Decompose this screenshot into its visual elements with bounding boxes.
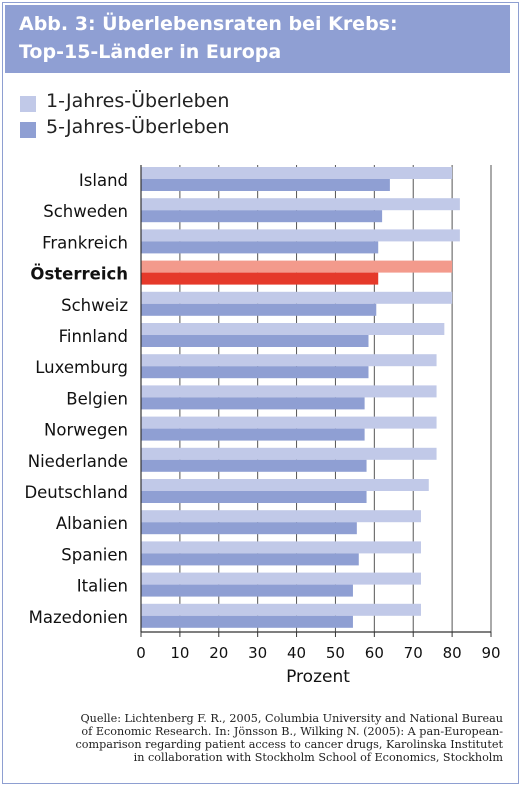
category-label: Schweden [43,202,128,221]
bar-1-year [141,385,437,398]
legend-swatch-1-year [20,96,36,112]
bar-1-year [141,572,421,585]
bar-5-year [141,366,369,379]
bar-5-year [141,428,365,441]
legend-label-1-year: 1-Jahres-Überleben [46,90,230,112]
bar-1-year [141,479,429,491]
source-line-4: in collaboration with Stockholm School o… [133,751,503,764]
bar-1-year [141,416,437,429]
category-label: Island [79,171,128,190]
bar-1-year [141,603,421,616]
category-label: Norwegen [44,421,128,440]
bar-1-year [141,198,460,211]
x-tick-label: 80 [443,644,462,662]
bar-1-year [141,354,437,367]
category-label: Niederlande [28,452,128,471]
bar-1-year [141,323,445,335]
category-label: Frankreich [42,233,128,252]
bar-1-year [141,447,437,460]
bar-5-year [141,615,353,628]
bar-5-year [141,491,367,503]
bar-5-year [141,335,369,347]
x-tick-label: 0 [136,644,146,662]
legend-swatch-5-year [20,122,36,138]
bar-1-year [141,291,453,304]
source-line-1: Quelle: Lichtenberg F. R., 2005, Columbi… [80,712,503,725]
x-tick-label: 70 [404,644,423,662]
x-axis-title: Prozent [286,667,350,687]
bar-5-year [141,210,383,223]
category-label: Spanien [61,545,128,564]
bar-5-year [141,553,359,566]
category-label: Belgien [66,389,128,408]
legend-label-5-year: 5-Jahres-Überleben [46,116,230,138]
source-line-3: comparison regarding patient access to c… [75,738,503,751]
bar-1-year [141,260,453,273]
x-tick-label: 60 [365,644,384,662]
source-note: Quelle: Lichtenberg F. R., 2005, Columbi… [20,712,503,764]
x-tick-label: 30 [248,644,267,662]
category-label: Schweiz [61,296,128,315]
bar-1-year [141,541,421,554]
x-tick-label: 90 [481,644,500,662]
chart-title-line-2: Top-15-Länder in Europa [19,41,282,63]
bar-5-year [141,179,390,191]
x-tick-label: 10 [170,644,189,662]
category-label: Österreich [30,265,128,284]
category-label: Italien [77,577,128,596]
x-tick-label: 40 [287,644,306,662]
bar-1-year [141,229,460,242]
category-label: Albanien [56,514,128,533]
title-bar: Abb. 3: Überlebensraten bei Krebs: Top-1… [5,5,510,73]
bar-5-year [141,459,367,472]
bar-5-year [141,584,353,597]
source-line-2: of Economic Research. In: Jönsson B., Wi… [81,725,503,738]
bar-1-year [141,167,453,179]
bar-chart: Island Schweden Frankreich Österreich Schwei… [24,165,501,687]
bar-1-year [141,510,421,523]
category-label: Finnland [59,327,128,346]
bar-5-year [141,272,379,285]
bar-5-year [141,397,365,410]
bar-5-year [141,303,377,316]
bar-5-year [141,241,379,254]
x-tick-label: 20 [209,644,228,662]
category-label: Luxemburg [35,358,128,377]
category-label: Mazedonien [29,608,128,627]
chart-title-line-1: Abb. 3: Überlebensraten bei Krebs: [19,13,398,35]
bar-5-year [141,522,357,535]
x-tick-label: 50 [326,644,345,662]
category-label: Deutschland [24,483,128,502]
